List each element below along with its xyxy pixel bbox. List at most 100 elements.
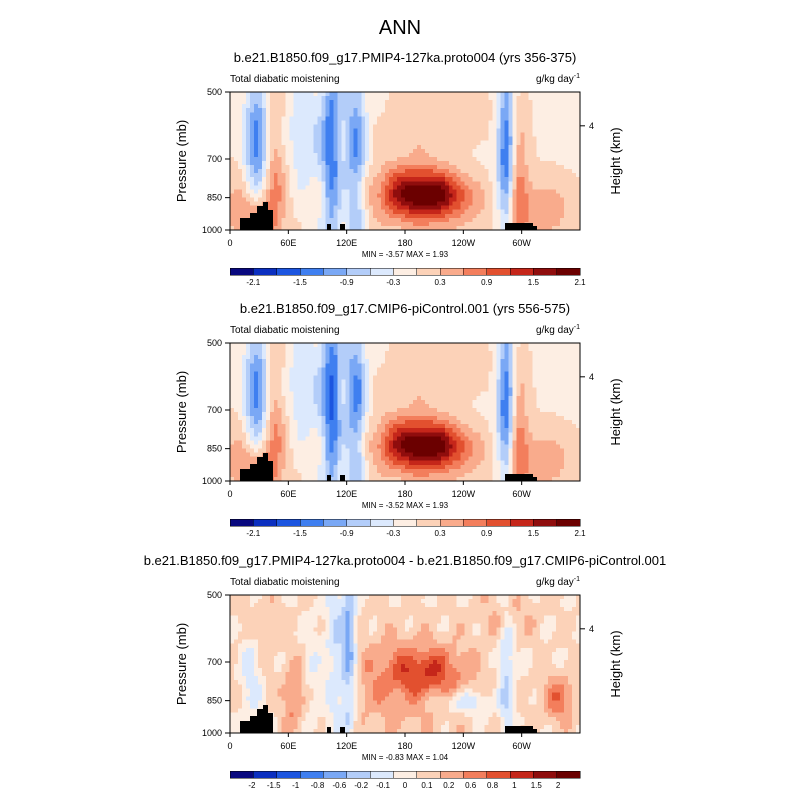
heatmap-cell [440, 399, 446, 405]
heatmap-cell [436, 128, 442, 134]
heatmap-cell [369, 140, 374, 146]
heatmap-cell [285, 128, 291, 134]
heatmap-cell [325, 387, 331, 393]
heatmap-cell [349, 407, 354, 413]
heatmap-cell [230, 416, 235, 421]
heatmap-cell [405, 120, 410, 126]
heatmap-cell [285, 124, 291, 130]
heatmap-cell [408, 379, 414, 385]
heatmap-cell [365, 197, 370, 203]
heatmap-cell [277, 100, 283, 105]
heatmap-cell [416, 412, 422, 417]
heatmap-cell [528, 108, 533, 113]
heatmap-cell [261, 197, 267, 203]
heatmap-cell [269, 407, 275, 413]
heatmap-cell [365, 144, 370, 150]
heatmap-cell [480, 395, 486, 401]
heatmap-cell [512, 379, 517, 385]
heatmap-cell [305, 379, 311, 385]
heatmap-cell [365, 343, 370, 348]
heatmap-cell [257, 367, 263, 373]
heatmap-cell [544, 375, 549, 381]
heatmap-cell [488, 92, 494, 97]
heatmap-cell [564, 363, 569, 368]
heatmap-cell [353, 148, 358, 154]
heatmap-cell [424, 213, 430, 219]
heatmap-cell [401, 399, 406, 405]
heatmap-cell [436, 193, 442, 199]
heatmap-cell [464, 189, 470, 195]
heatmap-cell [520, 124, 525, 130]
heatmap-cell [556, 181, 561, 186]
heatmap-cell [237, 395, 243, 401]
heatmap-cell [305, 156, 311, 162]
heatmap-cell [484, 424, 490, 429]
heatmap-cell [516, 132, 521, 138]
heatmap-cell [269, 424, 275, 429]
heatmap-cell [496, 407, 502, 413]
heatmap-cell [440, 173, 446, 178]
heatmap-cell [245, 351, 251, 356]
heatmap-cell [500, 177, 506, 182]
heatmap-cell [440, 161, 446, 166]
heatmap-cell [345, 347, 350, 352]
heatmap-cell [516, 100, 521, 105]
heatmap-cell [532, 213, 537, 219]
heatmap-cell [516, 383, 521, 389]
heatmap-cell [293, 420, 299, 425]
heatmap-cell [369, 116, 374, 122]
heatmap-cell [401, 420, 406, 425]
heatmap-cell [333, 379, 338, 385]
heatmap-cell [512, 416, 517, 421]
heatmap-cell [373, 363, 378, 368]
heatmap-cell [289, 152, 295, 158]
terrain-block [327, 224, 331, 230]
heatmap-cell [504, 136, 510, 142]
heatmap-cell [237, 152, 243, 158]
heatmap-cell [273, 371, 279, 377]
heatmap-cell [444, 124, 450, 130]
heatmap-cell [572, 383, 577, 389]
heatmap-cell [377, 375, 382, 381]
heatmap-cell [556, 116, 561, 122]
panel-units: g/kg day-1 [536, 73, 580, 85]
heatmap-cell [540, 161, 545, 166]
heatmap-cell [397, 355, 402, 360]
heatmap-cell [369, 161, 374, 166]
heatmap-cell [269, 112, 275, 117]
heatmap-cell [544, 136, 549, 142]
heatmap-cell [273, 169, 279, 174]
heatmap-cell [444, 420, 450, 425]
heatmap-cell [269, 181, 275, 186]
heatmap-cell [504, 173, 510, 178]
heatmap-cell [273, 428, 279, 433]
heatmap-cell [448, 375, 454, 381]
heatmap-cell [496, 181, 502, 186]
heatmap-cell [496, 399, 502, 405]
heatmap-cell [464, 156, 470, 162]
heatmap-cell [436, 367, 442, 373]
heatmap-cell [556, 205, 561, 211]
heatmap-cell [560, 197, 565, 203]
heatmap-cell [484, 201, 490, 207]
heatmap-cell [401, 189, 406, 195]
heatmap-cell [560, 152, 565, 158]
heatmap-cell [241, 201, 247, 207]
heatmap-cell [568, 140, 573, 146]
heatmap-cell [488, 136, 494, 142]
heatmap-cell [520, 177, 525, 182]
heatmap-cell [424, 201, 430, 207]
heatmap-cell [440, 112, 446, 117]
heatmap-cell [329, 359, 335, 364]
heatmap-cell [297, 416, 303, 421]
heatmap-cell [245, 185, 251, 191]
heatmap-cell [476, 128, 482, 134]
heatmap-cell [512, 116, 517, 122]
heatmap-cell [516, 424, 521, 429]
heatmap-cell [488, 367, 494, 373]
heatmap-cell [401, 108, 406, 113]
heatmap-cell [301, 92, 307, 97]
heatmap-cell [528, 100, 533, 105]
heatmap-cell [345, 144, 350, 150]
heatmap-cell [297, 403, 303, 409]
